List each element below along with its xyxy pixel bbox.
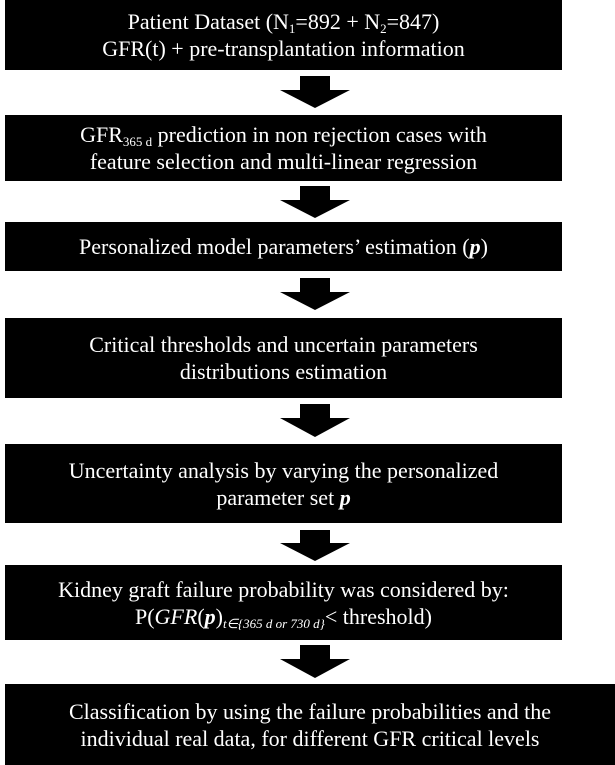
arrow	[280, 404, 350, 437]
text: =892 + N	[295, 9, 381, 34]
box-line: Personalized model parameters’ estimatio…	[79, 233, 488, 260]
text: P(	[134, 603, 155, 629]
box-line: individual real data, for different GFR …	[80, 725, 540, 751]
box-line: P(GFR(p)t∈{365 d or 730 d}< threshold)	[135, 603, 432, 630]
text: prediction in non rejection cases with	[152, 122, 487, 147]
symbol: p	[469, 234, 481, 259]
box-line: distributions estimation	[179, 359, 388, 384]
box-line: Kidney graft failure probability was con…	[58, 576, 509, 602]
text: =847)	[386, 9, 440, 34]
process-box: GFR365 d prediction in non rejection cas…	[5, 115, 562, 181]
box-line: Classification by using the failure prob…	[68, 698, 552, 724]
process-box: Classification by using the failure prob…	[5, 684, 615, 765]
box-line: GFR365 d prediction in non rejection cas…	[80, 121, 487, 148]
text: (	[197, 603, 205, 629]
text: Personalized model parameters’ estimatio…	[79, 234, 470, 259]
process-box: Personalized model parameters’ estimatio…	[5, 222, 562, 271]
box-line: feature selection and multi-linear regre…	[89, 149, 478, 174]
process-box: Kidney graft failure probability was con…	[5, 565, 562, 640]
box-line: Critical thresholds and uncertain parame…	[89, 332, 478, 357]
subscript: 1	[288, 21, 296, 36]
box-line: Uncertainty analysis by varying the pers…	[68, 457, 499, 483]
box-line: Patient Dataset (N1=892 + N2=847)	[128, 8, 440, 35]
text: Patient Dataset (N	[127, 9, 289, 34]
text: )	[215, 603, 223, 629]
arrow-group	[280, 76, 350, 678]
symbol: p	[204, 603, 216, 629]
box-line: parameter set p	[216, 484, 350, 511]
text: GFR	[80, 122, 123, 147]
arrow	[280, 76, 350, 108]
box-line: GFR(t) + pre-transplantation information	[102, 36, 465, 61]
arrow	[280, 186, 350, 218]
text: parameter set	[216, 484, 340, 510]
subscript: 365 d	[122, 134, 153, 149]
text: )	[480, 234, 488, 259]
arrow	[280, 530, 350, 561]
subscript: 2	[380, 21, 387, 36]
process-box: Uncertainty analysis by varying the pers…	[5, 444, 562, 523]
math: GFR	[154, 603, 198, 629]
process-box: Critical thresholds and uncertain parame…	[5, 318, 562, 398]
process-box: Patient Dataset (N1=892 + N2=847) GFR(t)…	[5, 0, 562, 70]
subscript: t∈{365 d or 730 d}	[222, 615, 325, 631]
arrow	[280, 645, 350, 678]
arrow	[280, 278, 350, 310]
symbol: p	[339, 484, 351, 510]
text: < threshold)	[324, 603, 432, 629]
